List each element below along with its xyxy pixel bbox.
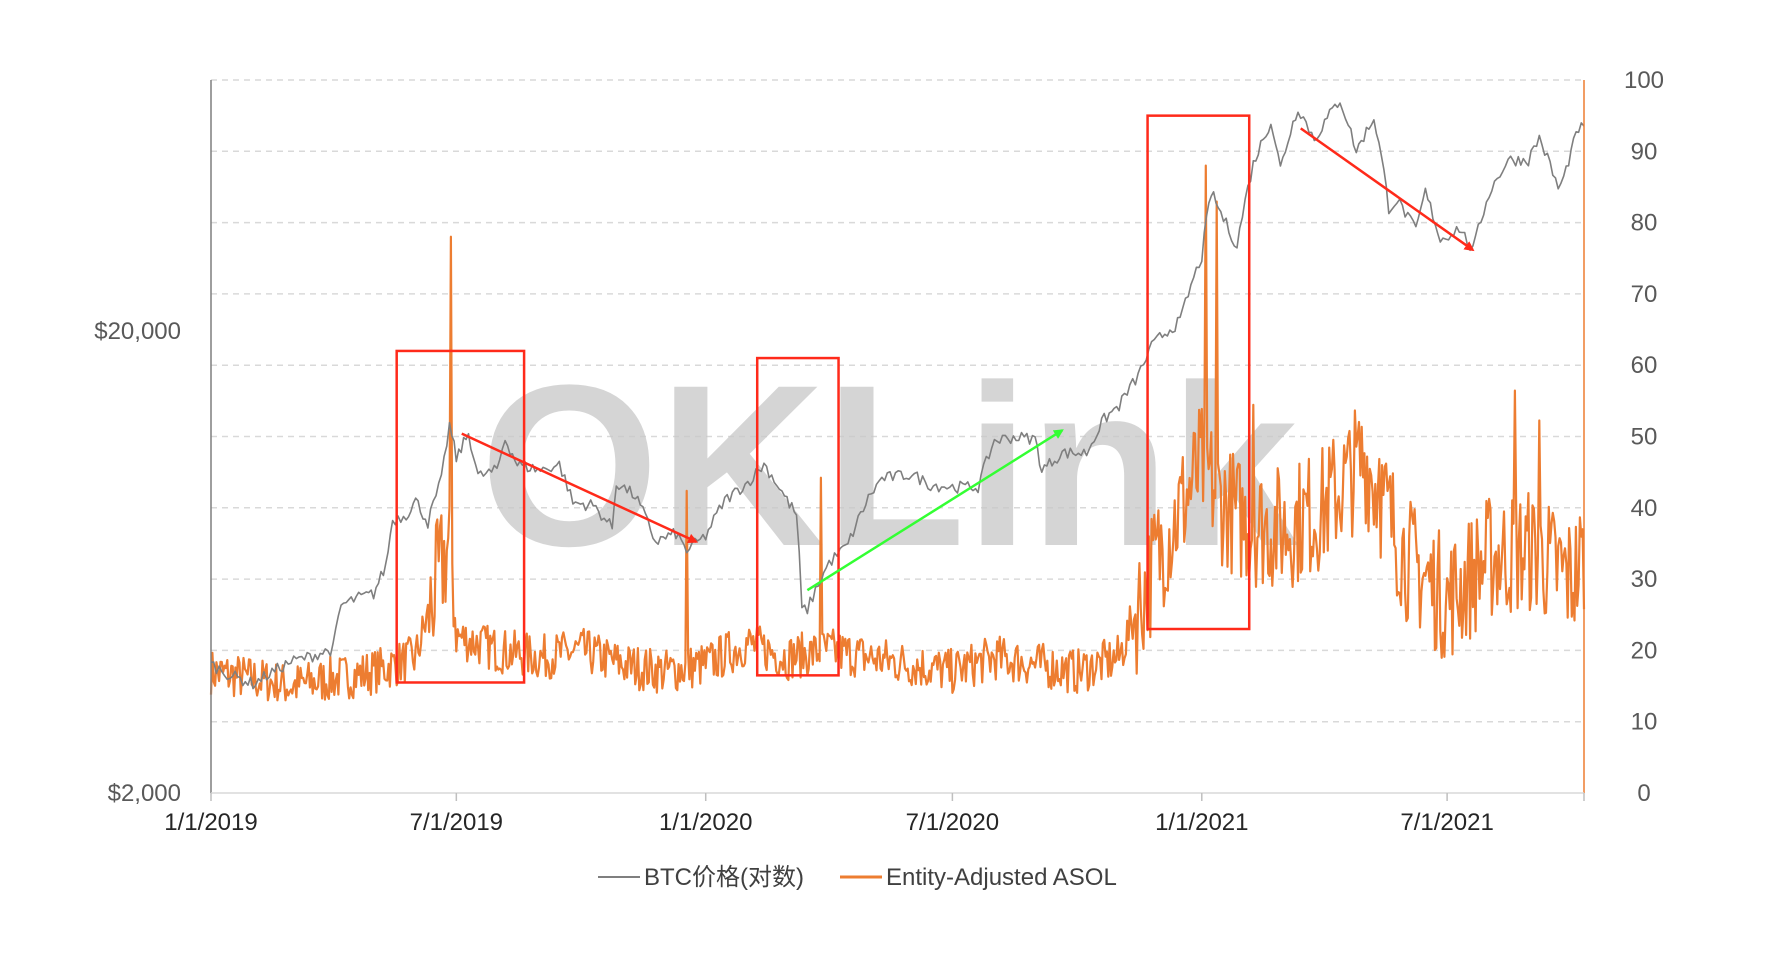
trend-arrow-red xyxy=(461,432,699,543)
y-right-tick-label: 60 xyxy=(1631,352,1658,379)
highlight-box xyxy=(395,349,526,684)
y-right-tick-label: 0 xyxy=(1637,780,1650,807)
y-right-tick-label: 90 xyxy=(1631,138,1658,165)
y-right-tick-label: 100 xyxy=(1624,67,1664,94)
y-right-tick-label: 80 xyxy=(1631,210,1658,237)
trend-arrow-green xyxy=(806,429,1064,592)
series-layer xyxy=(209,102,1586,702)
x-tick-label: 1/1/2020 xyxy=(659,809,752,836)
y-left-tick-label: $2,000 xyxy=(108,780,181,807)
y-right-tick-label: 10 xyxy=(1631,709,1658,736)
highlight-box xyxy=(1146,114,1251,631)
y-right-tick-label: 40 xyxy=(1631,495,1658,522)
y-right-tick-label: 20 xyxy=(1631,637,1658,664)
y-right-tick-label: 50 xyxy=(1631,424,1658,451)
legend-label-btc: BTC价格(对数) xyxy=(644,864,804,891)
watermark: OKLink xyxy=(480,337,1299,594)
asol-line xyxy=(209,164,1586,702)
btc-price-line xyxy=(210,102,1585,690)
axes: 1/1/2019 7/1/2019 1/1/2020 7/1/2020 1/1/2021… xyxy=(94,67,1664,836)
x-tick-label: 7/1/2021 xyxy=(1400,809,1493,836)
x-tick-label: 1/1/2019 xyxy=(164,809,257,836)
y-left-tick-label: $20,000 xyxy=(94,318,181,345)
annotations xyxy=(395,114,1475,684)
legend-label-asol: Entity-Adjusted ASOL xyxy=(886,864,1117,891)
highlight-box xyxy=(755,356,840,677)
y-right-tick-label: 30 xyxy=(1631,566,1658,593)
x-tick-label: 7/1/2019 xyxy=(410,809,503,836)
x-tick-label: 1/1/2021 xyxy=(1155,809,1248,836)
x-tick-label: 7/1/2020 xyxy=(906,809,999,836)
legend: BTC价格(对数) Entity-Adjusted ASOL xyxy=(598,864,1117,891)
y-right-tick-label: 70 xyxy=(1631,281,1658,308)
trend-arrow-red xyxy=(1300,127,1475,252)
